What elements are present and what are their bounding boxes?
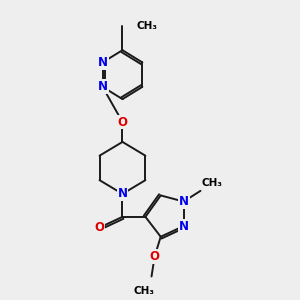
Text: O: O xyxy=(118,116,128,128)
Text: N: N xyxy=(178,195,189,208)
Text: N: N xyxy=(98,56,108,69)
Text: N: N xyxy=(118,188,128,200)
Text: CH₃: CH₃ xyxy=(202,178,223,188)
Text: O: O xyxy=(94,221,104,234)
Text: N: N xyxy=(98,80,108,93)
Text: CH₃: CH₃ xyxy=(136,21,157,31)
Text: CH₃: CH₃ xyxy=(134,286,154,296)
Text: N: N xyxy=(178,220,189,232)
Text: O: O xyxy=(150,250,160,263)
